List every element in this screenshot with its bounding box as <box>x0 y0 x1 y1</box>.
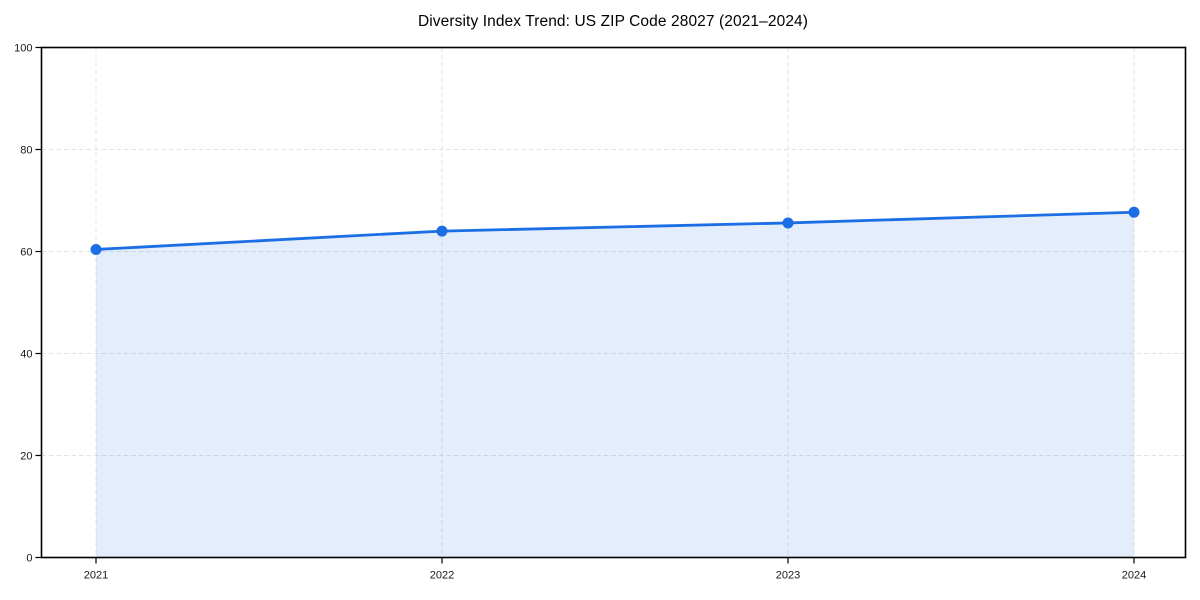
y-tick-label: 60 <box>20 247 32 259</box>
y-tick-label: 40 <box>20 349 32 361</box>
x-tick-label: 2022 <box>430 570 454 582</box>
y-tick-label: 100 <box>14 43 32 55</box>
x-tick-label: 2021 <box>84 570 108 582</box>
x-tick-label: 2024 <box>1122 570 1146 582</box>
trend-line <box>94 210 1136 251</box>
data-point-marker <box>90 243 102 255</box>
data-point-marker <box>1128 206 1140 218</box>
y-tick-label: 80 <box>20 145 32 157</box>
data-point-marker <box>436 225 448 237</box>
data-point-marker <box>782 217 794 229</box>
plot-border <box>40 46 1187 559</box>
x-tick-label: 2023 <box>776 570 800 582</box>
area-fill <box>96 212 1134 558</box>
y-tick-label: 0 <box>26 553 32 565</box>
y-tick-label: 20 <box>20 451 32 463</box>
chart-title: Diversity Index Trend: US ZIP Code 28027… <box>417 13 809 30</box>
